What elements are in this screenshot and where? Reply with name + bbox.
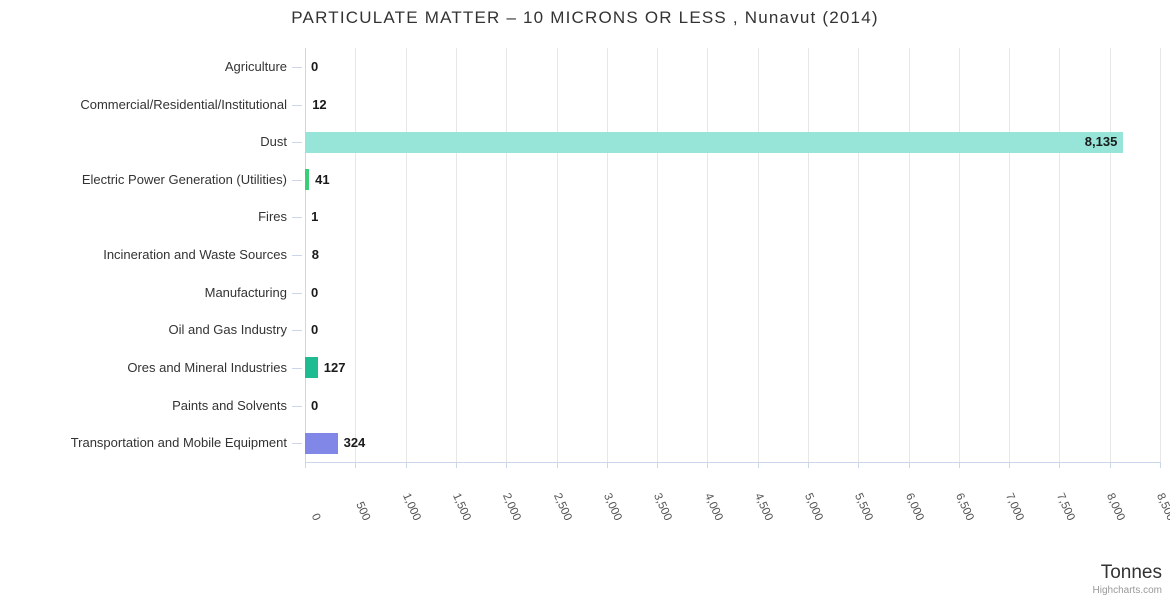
- gridline: [757, 48, 759, 462]
- axis-tick-mark: [355, 462, 357, 468]
- axis-tick-mark: [757, 462, 759, 468]
- category-tick-mark: [292, 405, 302, 407]
- gridline: [556, 48, 558, 462]
- value-label: 8,135: [1084, 134, 1118, 150]
- value-axis-line: [305, 462, 1160, 463]
- gridline: [1160, 48, 1161, 462]
- chart-title: PARTICULATE MATTER – 10 MICRONS OR LESS …: [291, 8, 879, 27]
- value-axis-tick-label: 1,000: [399, 491, 423, 523]
- gridline: [858, 48, 860, 462]
- bar[interactable]: [305, 131, 1124, 153]
- gridline: [807, 48, 809, 462]
- value-axis-tick-label: 4,000: [701, 491, 725, 523]
- value-label: 0: [311, 397, 319, 413]
- value-axis-tick-label: 5,500: [852, 491, 876, 523]
- bar[interactable]: [305, 357, 318, 379]
- axis-tick-mark: [958, 462, 960, 468]
- value-label: 12: [312, 96, 327, 112]
- gridline: [405, 48, 407, 462]
- axis-tick-mark: [556, 462, 558, 468]
- category-label: Agriculture: [224, 58, 287, 74]
- bar[interactable]: [305, 432, 338, 454]
- gridline: [958, 48, 960, 462]
- axis-tick-mark: [506, 462, 508, 468]
- category-tick-mark: [292, 66, 302, 68]
- category-tick-mark: [292, 142, 302, 144]
- category-tick-mark: [292, 104, 302, 106]
- category-label: Manufacturing: [204, 284, 287, 300]
- gridline: [606, 48, 608, 462]
- axis-tick-mark: [455, 462, 457, 468]
- category-label: Ores and Mineral Industries: [127, 359, 287, 375]
- axis-tick-mark: [1009, 462, 1011, 468]
- axis-tick-mark: [405, 462, 407, 468]
- category-tick-mark: [292, 330, 302, 332]
- category-tick-mark: [292, 292, 302, 294]
- category-tick-mark: [292, 367, 302, 369]
- value-label: 0: [311, 58, 319, 74]
- gridline: [1109, 48, 1111, 462]
- bar[interactable]: [305, 169, 310, 191]
- value-label: 8: [311, 247, 320, 262]
- gridline: [455, 48, 457, 462]
- value-axis-tick-label: 3,500: [651, 491, 674, 523]
- value-label: 41: [315, 171, 330, 187]
- value-axis-tick-label: 8,500: [1154, 491, 1170, 523]
- value-axis-tick-label: 8,000: [1103, 491, 1127, 523]
- category-label: Paints and Solvents: [172, 397, 287, 413]
- value-axis-tick-label: 4,500: [751, 491, 775, 523]
- value-label: 0: [311, 322, 319, 338]
- value-label: 1: [311, 209, 319, 225]
- axis-tick-mark: [807, 462, 809, 468]
- gridline: [1009, 48, 1011, 462]
- value-axis-tick-label: 0: [308, 511, 322, 523]
- value-axis-tick-label: 6,000: [902, 491, 926, 523]
- gridline: [657, 48, 659, 462]
- gridline: [506, 48, 508, 462]
- category-label: Incineration and Waste Sources: [103, 247, 287, 262]
- category-tick-mark: [292, 443, 302, 445]
- category-label: Dust: [260, 134, 287, 150]
- value-axis-tick-label: 500: [353, 500, 373, 523]
- value-axis-tick-label: 2,500: [550, 491, 574, 523]
- axis-tick-mark: [707, 462, 709, 468]
- value-axis-tick-label: 2,000: [500, 491, 524, 523]
- axis-tick-mark: [305, 462, 306, 468]
- highcharts-credits-link[interactable]: Highcharts.com: [1092, 585, 1162, 596]
- category-tick-mark: [292, 255, 302, 256]
- axis-tick-mark: [1109, 462, 1111, 468]
- axis-tick-mark: [908, 462, 910, 468]
- value-label: 0: [311, 284, 319, 300]
- value-axis-tick-label: 3,000: [601, 491, 624, 523]
- category-label: Fires: [258, 209, 287, 225]
- axis-tick-mark: [1160, 462, 1161, 468]
- axis-tick-mark: [858, 462, 860, 468]
- value-axis-tick-label: 6,500: [953, 491, 976, 523]
- category-axis-line: [305, 48, 306, 462]
- category-label: Electric Power Generation (Utilities): [81, 171, 287, 187]
- value-axis-tick-label: 1,500: [450, 491, 473, 523]
- category-tick-mark: [292, 179, 302, 181]
- gridline: [908, 48, 910, 462]
- value-axis-tick-label: 5,000: [802, 491, 825, 523]
- value-axis-title: Tonnes: [1100, 562, 1162, 583]
- category-tick-mark: [292, 217, 302, 219]
- gridline: [355, 48, 357, 462]
- axis-tick-mark: [606, 462, 608, 468]
- value-label: 324: [343, 435, 366, 451]
- category-label: Transportation and Mobile Equipment: [70, 435, 287, 451]
- gridline: [1059, 48, 1061, 462]
- value-axis-tick-label: 7,000: [1003, 491, 1026, 523]
- axis-tick-mark: [657, 462, 659, 468]
- value-axis-tick-label: 7,500: [1053, 491, 1077, 523]
- axis-tick-mark: [1059, 462, 1061, 468]
- category-label: Oil and Gas Industry: [168, 322, 288, 338]
- value-label: 127: [323, 359, 346, 375]
- gridline: [707, 48, 709, 462]
- category-label: Commercial/Residential/Institutional: [80, 96, 287, 112]
